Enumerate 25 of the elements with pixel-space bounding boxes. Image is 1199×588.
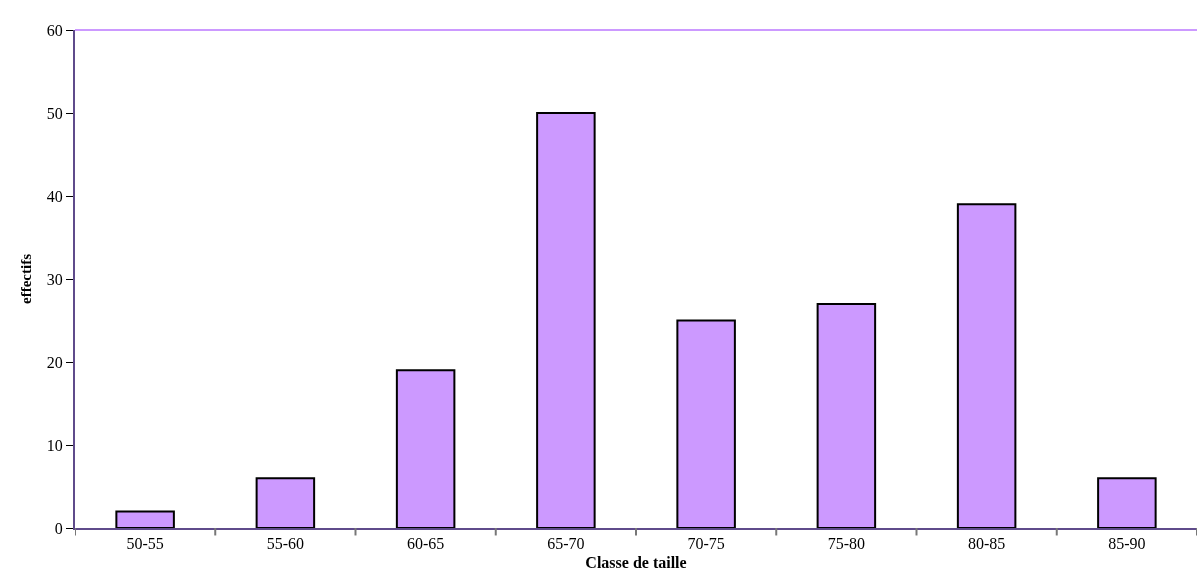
bar [676,319,736,528]
y-tick-label: 0 [54,519,63,537]
y-tick-label: 40 [46,187,63,205]
x-axis-title: Classe de taille [585,554,687,572]
x-tick-label: 70-75 [687,535,725,553]
x-tick-label: 60-65 [406,535,445,553]
x-tick-label: 75-80 [827,535,866,553]
y-tick-label: 50 [46,104,63,122]
bar [395,369,456,528]
y-tick-label: 20 [46,353,63,371]
x-tick-label: 55-60 [266,535,305,553]
bar [115,510,175,528]
y-tick-label: 10 [46,436,63,454]
x-tick-label: 85-90 [1108,535,1146,553]
y-tick-label: 60 [46,21,63,39]
x-tick-label: 65-70 [547,535,585,553]
bar [255,477,316,528]
x-tick-label: 80-85 [967,535,1006,553]
bar [816,302,877,528]
bar [956,203,1017,528]
bar [536,112,596,528]
bar [1097,477,1157,528]
y-tick-label: 30 [46,270,63,288]
y-axis-title: effectifs [17,253,34,304]
x-tick-label: 50-55 [126,535,164,553]
